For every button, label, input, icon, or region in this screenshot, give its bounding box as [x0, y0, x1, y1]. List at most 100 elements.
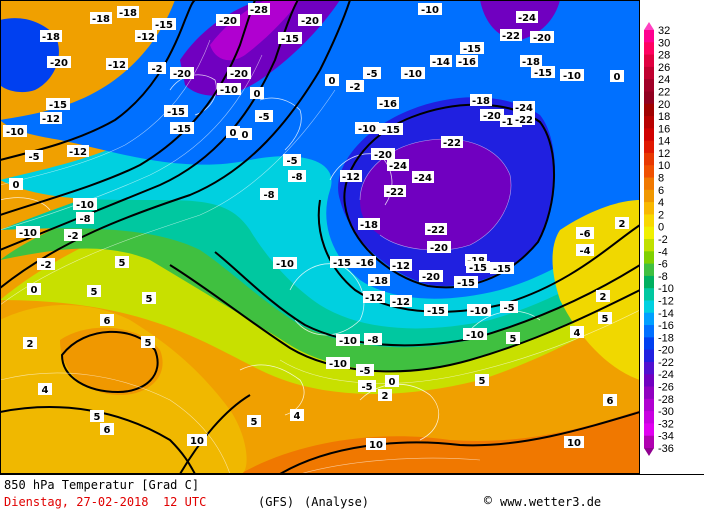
svg-text:2: 2: [619, 219, 626, 230]
svg-text:-5: -5: [503, 303, 514, 314]
svg-text:10: 10: [567, 438, 581, 449]
contour-label: -18: [40, 30, 62, 43]
color-scale-band: [644, 263, 654, 277]
contour-label: 6: [603, 394, 617, 407]
svg-text:-22: -22: [443, 138, 461, 149]
contour-label: -10: [418, 3, 442, 16]
svg-text:-2: -2: [40, 260, 51, 271]
color-scale-band: [644, 337, 654, 351]
svg-text:-10: -10: [563, 71, 581, 82]
contour-label: -20: [227, 67, 251, 80]
contour-label: 0: [9, 178, 23, 191]
contour-label: 5: [598, 312, 612, 325]
svg-text:-5: -5: [361, 382, 372, 393]
contour-label: 2: [596, 290, 610, 303]
svg-text:-18: -18: [370, 276, 388, 287]
contour-label: 6: [100, 423, 114, 436]
svg-text:-15: -15: [463, 44, 481, 55]
color-scale-tick-label: 30: [658, 37, 670, 49]
contour-label: -2: [37, 258, 55, 271]
svg-text:-20: -20: [374, 150, 392, 161]
contour-label: 0: [325, 74, 339, 87]
svg-text:0: 0: [230, 128, 237, 139]
svg-text:-20: -20: [50, 58, 68, 69]
color-scale-tick-label: -36: [658, 443, 674, 455]
svg-text:-10: -10: [339, 336, 357, 347]
contour-label: -2: [64, 229, 82, 242]
svg-text:-15: -15: [333, 258, 351, 269]
footer-date: Dienstag, 27-02-2018 12 UTC: [4, 495, 207, 509]
contour-label: -16: [377, 97, 399, 110]
svg-text:-24: -24: [389, 161, 407, 172]
color-scale-band: [644, 91, 654, 105]
contour-label: -12: [135, 30, 157, 43]
color-scale-band: [644, 152, 654, 166]
svg-text:5: 5: [146, 294, 153, 305]
color-scale-band: [644, 275, 654, 289]
svg-text:6: 6: [104, 425, 111, 436]
contour-label: 0: [226, 126, 240, 139]
contour-label: -15: [152, 18, 176, 31]
contour-label: -5: [358, 380, 376, 393]
svg-text:-15: -15: [173, 124, 191, 135]
scale-arrow-down-icon: [644, 448, 654, 456]
svg-text:-20: -20: [430, 243, 448, 254]
contour-label: -15: [164, 105, 188, 118]
color-scale-band: [644, 325, 654, 338]
contour-label: -18: [117, 6, 139, 19]
svg-text:5: 5: [602, 314, 609, 325]
color-scale-tick-label: -34: [658, 431, 674, 443]
contour-label: 0: [385, 375, 399, 388]
svg-text:-5: -5: [366, 69, 377, 80]
color-scale-tick-label: 12: [658, 148, 670, 160]
contour-label: 6: [100, 314, 114, 327]
color-scale-band: [644, 251, 654, 265]
color-scale-band: [644, 349, 654, 363]
svg-text:-20: -20: [219, 16, 237, 27]
color-scale-band: [644, 423, 654, 437]
svg-text:0: 0: [13, 180, 20, 191]
color-scale-tick-label: 0: [658, 222, 664, 234]
color-scale-band: [644, 361, 654, 375]
contour-label: 10: [564, 436, 584, 449]
contour-label: -24: [516, 11, 538, 24]
svg-text:6: 6: [104, 316, 111, 327]
contour-label: 10: [187, 434, 207, 447]
contour-label: -10: [336, 334, 360, 347]
contour-label: -20: [371, 148, 395, 161]
svg-text:-15: -15: [457, 278, 475, 289]
footer: 850 hPa Temperatur [Grad C] Dienstag, 27…: [0, 474, 704, 514]
svg-text:4: 4: [574, 328, 581, 339]
svg-text:-12: -12: [342, 172, 360, 183]
svg-text:-16: -16: [356, 258, 374, 269]
color-scale-tick-label: 32: [658, 25, 670, 37]
contour-label: 5: [115, 256, 129, 269]
color-scale-tick-label: 18: [658, 111, 670, 123]
contour-label: 5: [506, 332, 520, 345]
color-scale-tick-label: 14: [658, 136, 670, 148]
contour-label: -15: [454, 276, 478, 289]
contour-label: 0: [610, 70, 624, 83]
contour-label: -10: [326, 357, 350, 370]
contour-label: -18: [470, 94, 492, 107]
color-scale-tick-label: 10: [658, 160, 670, 172]
contour-label: -22: [500, 29, 522, 42]
svg-text:-10: -10: [76, 200, 94, 211]
color-scale-tick-label: 26: [658, 62, 670, 74]
svg-text:-6: -6: [579, 229, 590, 240]
contour-label: 0: [250, 87, 264, 100]
contour-label: 5: [90, 410, 104, 423]
contour-label: -16: [354, 256, 376, 269]
svg-text:-12: -12: [42, 114, 60, 125]
color-scale-band: [644, 189, 654, 203]
contour-label: -2: [346, 80, 364, 93]
contour-label: -24: [513, 101, 535, 114]
color-scale-tick-label: 4: [658, 197, 664, 209]
contour-label: -12: [106, 58, 128, 71]
contour-label: -15: [424, 304, 448, 317]
contour-label: -10: [560, 69, 584, 82]
contour-label: -8: [364, 333, 382, 346]
color-scale-tick-label: 20: [658, 99, 670, 111]
svg-text:-15: -15: [469, 263, 487, 274]
contour-label: -15: [278, 32, 302, 45]
